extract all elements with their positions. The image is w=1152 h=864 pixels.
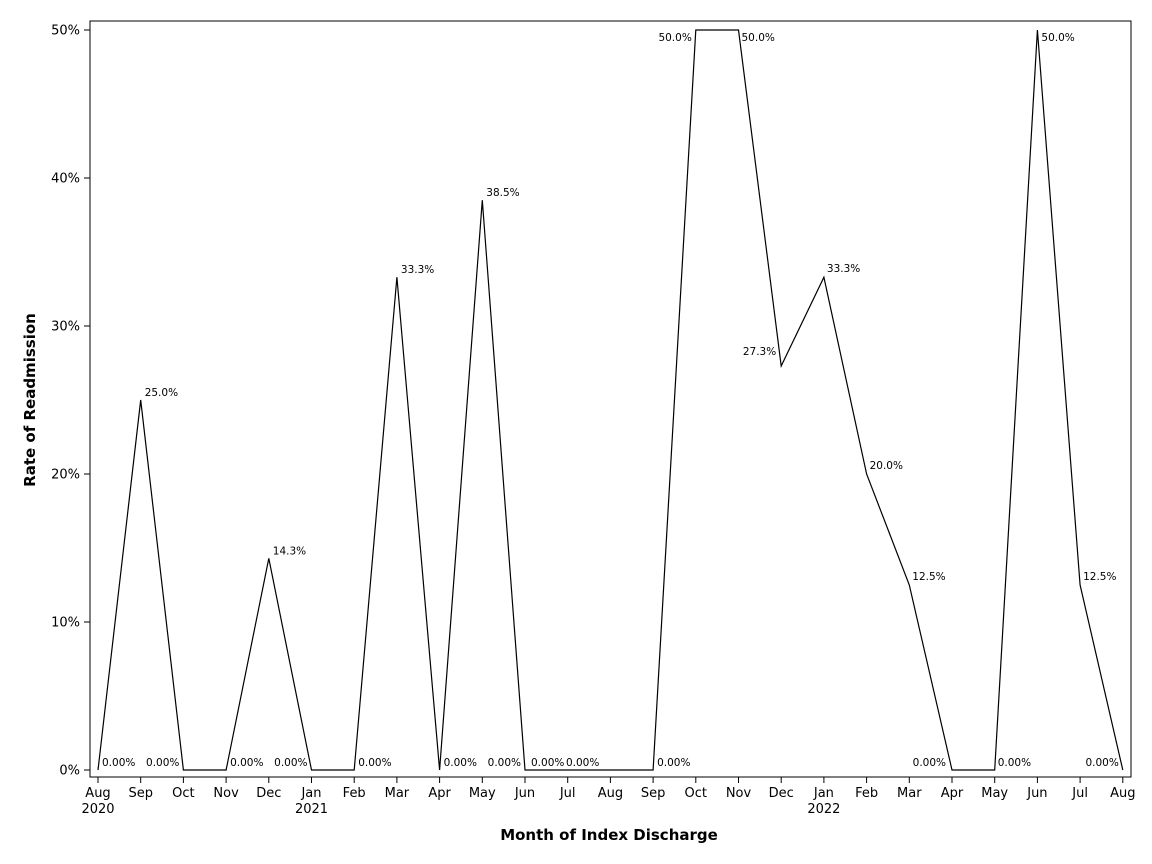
- data-label: 0.00%: [444, 757, 477, 769]
- x-tick-label-month: May: [981, 786, 1008, 801]
- x-tick-label-month: Jul: [559, 786, 576, 801]
- y-tick-label: 30%: [51, 320, 80, 335]
- x-tick-label-month: Apr: [941, 786, 964, 801]
- data-label: 25.0%: [145, 387, 178, 399]
- x-tick-label-month: Jan: [300, 786, 321, 801]
- x-tick-label-month: Jun: [1026, 786, 1047, 801]
- data-label: 0.00%: [998, 757, 1031, 769]
- x-tick-label-month: May: [469, 786, 496, 801]
- x-tick-label-month: Oct: [685, 786, 707, 801]
- y-tick-label: 20%: [51, 468, 80, 483]
- y-axis-title: Rate of Readmission: [21, 313, 39, 487]
- data-label: 14.3%: [273, 545, 306, 557]
- series-line: [97, 29, 1124, 771]
- data-label: 0.00%: [274, 757, 307, 769]
- data-label: 0.00%: [230, 757, 263, 769]
- y-axis: 0% 10% 20% 30% 40% 50%: [51, 24, 90, 779]
- x-tick-label-year: 2020: [81, 802, 114, 817]
- data-label: 0.00%: [566, 757, 599, 769]
- y-tick-label: 40%: [51, 172, 80, 187]
- x-tick-label-month: Aug: [85, 786, 110, 801]
- data-label: 33.3%: [827, 263, 860, 275]
- data-label: 0.00%: [1085, 757, 1118, 769]
- data-label: 0.00%: [146, 757, 179, 769]
- data-label: 50.0%: [742, 32, 775, 44]
- x-tick-label-month: Nov: [213, 786, 239, 801]
- y-tick-label: 0%: [59, 764, 80, 779]
- x-tick-label-month: Jan: [813, 786, 834, 801]
- data-label: 27.3%: [743, 346, 776, 358]
- y-tick-label: 50%: [51, 24, 80, 39]
- x-tick-label-month: Nov: [726, 786, 752, 801]
- data-label: 12.5%: [1083, 571, 1116, 583]
- x-tick-label-month: Apr: [428, 786, 451, 801]
- data-label: 20.0%: [870, 460, 903, 472]
- data-label: 0.00%: [913, 757, 946, 769]
- x-tick-label-month: Jul: [1071, 786, 1088, 801]
- x-tick-label-month: Jun: [514, 786, 535, 801]
- data-labels: 0.00%25.0%0.00% 0.00%14.3%0.00% 0.00%33.3%…: [97, 29, 1123, 771]
- y-tick-label: 10%: [51, 616, 80, 631]
- x-tick-label-month: Oct: [172, 786, 194, 801]
- data-label: 0.00%: [102, 757, 135, 769]
- data-label: 33.3%: [401, 264, 434, 276]
- x-axis-title: Month of Index Discharge: [500, 826, 718, 844]
- data-label: 0.00%: [531, 757, 564, 769]
- x-tick-label-month: Aug: [1110, 786, 1135, 801]
- data-label: 12.5%: [912, 571, 945, 583]
- x-tick-label-month: Feb: [343, 786, 366, 801]
- x-tick-label-year: 2022: [807, 802, 840, 817]
- data-label: 0.00%: [358, 757, 391, 769]
- data-label: 0.00%: [488, 757, 521, 769]
- x-tick-label-month: Mar: [385, 786, 410, 801]
- x-tick-label-month: Dec: [769, 786, 794, 801]
- data-label: 50.0%: [658, 32, 691, 44]
- x-tick-label-month: Feb: [855, 786, 878, 801]
- x-tick-label-year: 2021: [295, 802, 328, 817]
- plot-frame: [89, 20, 1132, 778]
- x-tick-label-month: Sep: [128, 786, 153, 801]
- data-label: 38.5%: [486, 187, 519, 199]
- data-label: 0.00%: [657, 757, 690, 769]
- x-tick-label-month: Mar: [897, 786, 922, 801]
- x-tick-label-month: Sep: [641, 786, 666, 801]
- x-tick-label-month: Aug: [598, 786, 623, 801]
- x-tick-label-month: Dec: [256, 786, 281, 801]
- data-label: 50.0%: [1041, 32, 1074, 44]
